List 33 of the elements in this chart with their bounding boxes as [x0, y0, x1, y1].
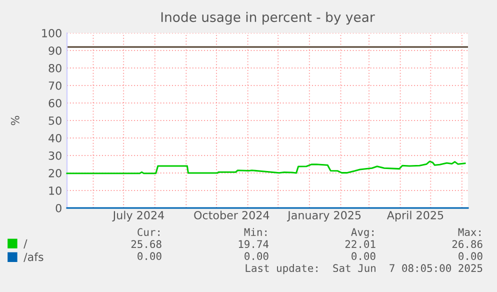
y-tick-label: 80 [48, 64, 62, 72]
y-tick-label: 0 [56, 204, 62, 212]
text: Max: [458, 228, 480, 236]
y-axis-title: % [10, 116, 20, 126]
y-tick-label: 50 [48, 116, 62, 125]
x-tick-label: April 2025 [386, 210, 444, 222]
legend-label: /afs [24, 252, 44, 262]
text: 0.00 [138, 252, 162, 260]
text: Avg: [351, 228, 374, 238]
text: Last update: Sat Jun 7 08:05:00 2025 [246, 264, 482, 274]
text: 0.00 [244, 252, 268, 260]
y-tick-label: 30 [48, 151, 62, 160]
line-series [66, 160, 466, 174]
chart-title: Inode usage in percent - by year [161, 12, 375, 25]
text: 26.86 [452, 240, 482, 248]
text: 0.00 [458, 252, 482, 260]
y-tick-label: 70 [48, 81, 62, 90]
y-tick-label: 90 [48, 46, 62, 55]
text: 22.01 [345, 240, 376, 248]
x-tick-label: October 2024 [194, 210, 270, 220]
legend-label: / [24, 239, 28, 248]
text: 19.74 [238, 240, 269, 248]
y-tick-label: 60 [48, 98, 62, 108]
text: 0.00 [352, 252, 376, 260]
y-tick-label: 20 [48, 168, 62, 178]
x-tick-label: January 2025 [287, 210, 361, 222]
y-tick-label: 10 [49, 186, 62, 195]
text: 25.68 [131, 240, 162, 248]
y-tick-label: 40 [48, 134, 62, 142]
text: Min: [244, 228, 266, 236]
text: Cur: [138, 228, 160, 236]
y-tick-label: 100 [42, 28, 62, 38]
x-tick-label: July 2024 [112, 210, 164, 222]
